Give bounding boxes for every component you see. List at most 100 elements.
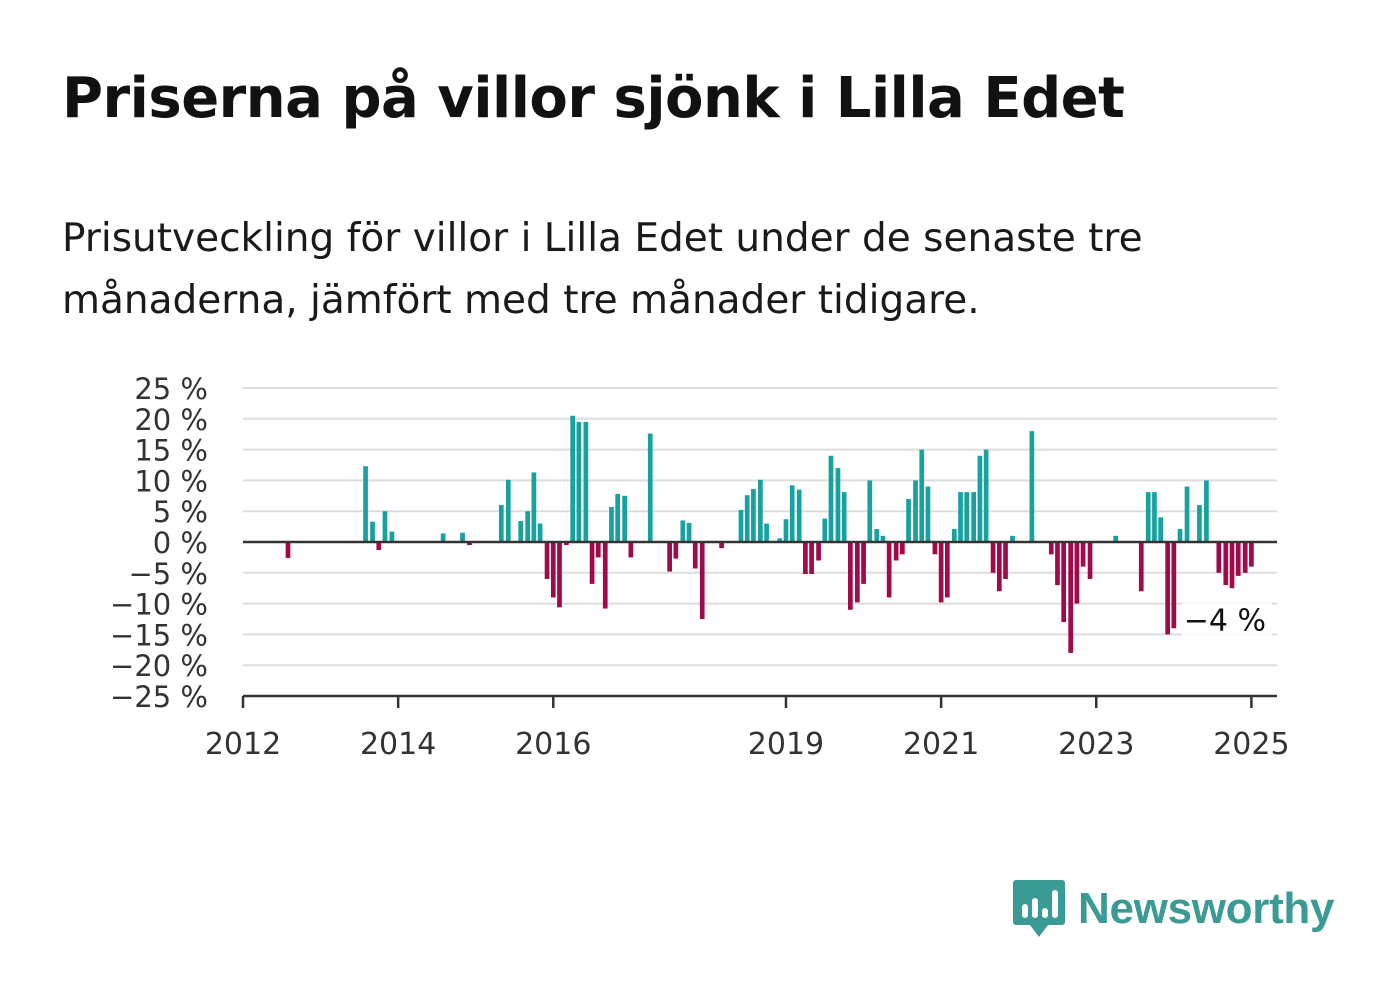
bar xyxy=(686,522,692,542)
bar xyxy=(647,433,653,542)
bar xyxy=(667,542,672,572)
axes xyxy=(243,540,1277,698)
bar xyxy=(518,521,524,542)
y-tick-label: 20 % xyxy=(134,403,208,437)
bar xyxy=(1171,542,1177,629)
annotation-background xyxy=(1182,602,1272,641)
bar xyxy=(841,492,847,542)
bar xyxy=(467,542,472,546)
bar xyxy=(1249,542,1254,567)
bar xyxy=(855,542,860,603)
x-tick-label: 2021 xyxy=(903,727,979,762)
bar xyxy=(699,542,705,619)
bar xyxy=(628,542,634,558)
bar xyxy=(1235,542,1241,576)
bar xyxy=(595,542,601,558)
x-axis-ticks: 2012 2014 2016 2019 2021 2023 2025 xyxy=(205,696,1290,762)
bar xyxy=(796,489,802,542)
last-value-annotation: −4 % xyxy=(1184,604,1266,639)
bar xyxy=(906,498,911,542)
bar xyxy=(1197,505,1202,542)
bar xyxy=(389,531,395,542)
bar xyxy=(880,535,886,542)
bar xyxy=(615,493,621,542)
bar xyxy=(783,519,789,542)
bar xyxy=(1152,492,1157,542)
bar xyxy=(835,468,841,542)
bar xyxy=(531,472,537,542)
bar xyxy=(609,506,614,542)
bar xyxy=(1068,542,1074,653)
y-tick-label: −5 % xyxy=(128,557,208,591)
bar xyxy=(899,542,905,555)
y-tick-label: 5 % xyxy=(153,495,208,529)
y-tick-label: −10 % xyxy=(110,588,208,622)
bars xyxy=(285,415,1254,653)
y-tick-label: 10 % xyxy=(134,464,208,498)
bar xyxy=(583,421,589,542)
x-tick-label: 2014 xyxy=(360,727,436,762)
bar xyxy=(557,542,562,608)
bar xyxy=(983,449,989,542)
newsworthy-logo-icon xyxy=(1013,880,1065,937)
bar xyxy=(1029,431,1035,542)
bar xyxy=(777,538,783,542)
bar xyxy=(1048,542,1054,555)
bar xyxy=(751,489,756,542)
bar xyxy=(919,449,925,542)
bar xyxy=(744,495,750,542)
bar xyxy=(680,520,686,542)
bar xyxy=(738,509,744,542)
chart-subtitle: Prisutveckling för villor i Lilla Edet u… xyxy=(62,216,1143,323)
bar xyxy=(589,542,595,584)
bar xyxy=(1138,542,1144,592)
bar xyxy=(1177,529,1183,542)
bar xyxy=(789,485,795,542)
bar xyxy=(1158,517,1163,542)
bar xyxy=(1145,492,1151,542)
bar xyxy=(719,542,724,549)
bar xyxy=(964,492,970,542)
bar xyxy=(1113,535,1119,542)
bar xyxy=(564,542,569,546)
bar xyxy=(828,455,834,542)
bar xyxy=(1003,542,1008,579)
brand-name: Newsworthy xyxy=(1078,884,1335,933)
bar xyxy=(1223,542,1229,586)
y-tick-label: 15 % xyxy=(134,434,208,468)
bar xyxy=(285,542,291,559)
x-tick-label: 2012 xyxy=(205,727,281,762)
bar xyxy=(544,542,550,579)
x-tick-label: 2016 xyxy=(515,727,591,762)
bar xyxy=(886,542,892,598)
x-tick-label: 2023 xyxy=(1058,727,1134,762)
bar xyxy=(602,542,608,609)
y-tick-label: 25 % xyxy=(134,372,208,406)
bar xyxy=(363,466,368,542)
bar xyxy=(1074,542,1080,604)
chart-title: Priserna på villor sjönk i Lilla Edet xyxy=(62,66,1125,131)
bar xyxy=(816,542,821,561)
bar xyxy=(376,542,382,551)
bar xyxy=(525,511,531,542)
bar xyxy=(822,518,828,542)
bar xyxy=(913,480,918,542)
bar xyxy=(1061,542,1067,623)
annotations: −4 % xyxy=(1182,602,1272,641)
bar xyxy=(938,542,944,603)
bar xyxy=(460,532,465,542)
bar xyxy=(951,529,957,542)
x-tick-label: 2019 xyxy=(748,727,824,762)
y-tick-label: −15 % xyxy=(110,618,208,652)
bar xyxy=(848,542,853,610)
x-tick-label: 2025 xyxy=(1213,727,1289,762)
bar xyxy=(990,542,996,573)
bar xyxy=(673,542,679,559)
bar xyxy=(932,542,938,555)
bar xyxy=(550,542,556,598)
bar xyxy=(867,480,873,542)
bar xyxy=(1165,542,1170,635)
bar xyxy=(925,486,931,542)
bar xyxy=(570,415,576,542)
